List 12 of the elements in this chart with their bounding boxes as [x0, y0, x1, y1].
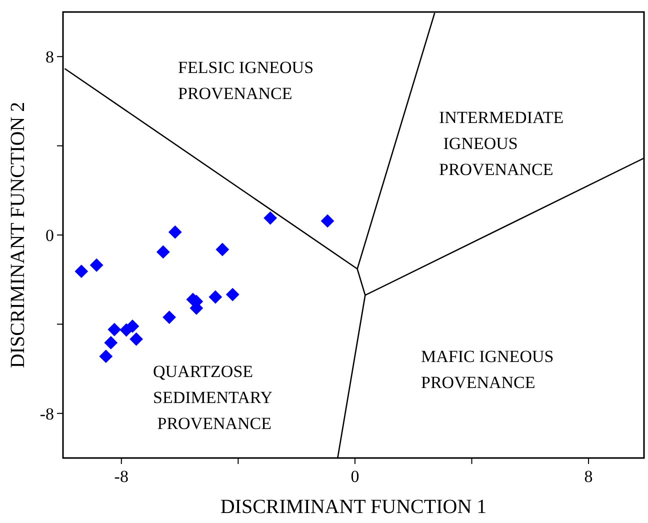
annotation: INTERMEDIATE IGNEOUS PROVENANCE	[439, 108, 564, 179]
y-tick-label: 8	[46, 48, 54, 67]
x-tick-label: -8	[114, 467, 128, 486]
annotation: FELSIC IGNEOUS PROVENANCE	[178, 58, 314, 103]
x-axis-title: DISCRIMINANT FUNCTION 1	[220, 496, 487, 518]
x-tick-label: 8	[584, 467, 593, 486]
y-tick-label: -8	[40, 404, 54, 424]
annotation: QUARTZOSE SEDIMENTARY PROVENANCE	[153, 362, 273, 433]
annotation: MAFIC IGNEOUS PROVENANCE	[421, 346, 554, 392]
x-tick-label: 0	[350, 467, 360, 486]
y-axis-title: DISCRIMINANT FUNCTION 2	[7, 102, 29, 368]
y-tick-label: 0	[46, 226, 54, 245]
